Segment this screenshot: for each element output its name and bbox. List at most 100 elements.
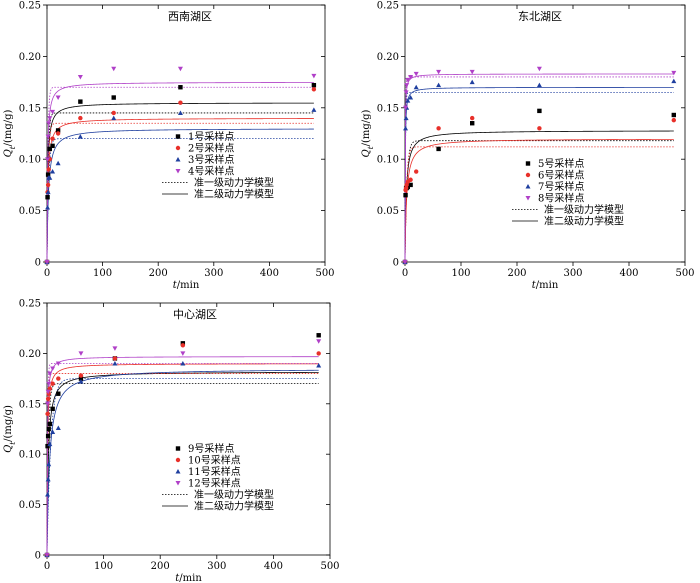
y-tick-label: 0.10	[19, 450, 41, 461]
data-point	[46, 381, 52, 387]
legend-marker	[175, 169, 181, 174]
chart-panel-2: 0 100 200 300 400 500 0 0.05 0.10 0.15 0.20 0.25 东北湖…	[361, 1, 695, 292]
legend-marker	[525, 196, 531, 201]
data-point	[56, 391, 61, 396]
data-point	[55, 425, 61, 430]
y-tick-label: 0.25	[377, 1, 399, 12]
data-point	[55, 131, 61, 136]
y-tick-label: 0	[35, 258, 41, 269]
data-point	[408, 74, 414, 80]
y-tick-label: 0.05	[19, 206, 41, 217]
x-tick-label: 200	[149, 268, 168, 279]
data-point	[311, 73, 317, 79]
series-3	[44, 360, 322, 557]
data-point	[436, 126, 441, 131]
data-point	[413, 71, 419, 77]
legend-marker	[175, 134, 181, 139]
data-point	[78, 373, 84, 378]
data-point	[536, 82, 542, 88]
data-point	[50, 381, 55, 386]
y-axis-title: Qt/(mg/g)	[3, 109, 17, 157]
legend-marker	[175, 145, 181, 151]
legend-marker	[175, 481, 181, 486]
x-tick-label: 500	[675, 268, 694, 279]
data-point	[112, 346, 118, 351]
legend-model-label: 准一级动力学模型	[194, 176, 274, 189]
data-point	[408, 182, 413, 188]
legend-label: 5号采样点	[538, 157, 584, 170]
x-tick-label: 300	[207, 561, 226, 572]
data-point	[45, 134, 51, 140]
plot-frame	[404, 4, 686, 263]
data-point	[436, 69, 442, 75]
pso-curve-series-4	[46, 356, 319, 556]
y-axis-title: Qt/(mg/g)	[361, 109, 375, 157]
y-tick-label: 0.15	[377, 103, 399, 114]
legend-model-label: 准二级动力学模型	[544, 215, 624, 228]
data-point	[112, 360, 118, 366]
data-point	[50, 406, 55, 412]
series-1	[44, 82, 317, 265]
data-point	[671, 70, 677, 76]
legend-label: 8号采样点	[538, 192, 584, 205]
series-4	[44, 339, 322, 558]
data-point	[47, 371, 53, 377]
data-point	[50, 366, 56, 372]
data-point	[111, 115, 117, 121]
plot-frame	[46, 4, 326, 263]
data-point	[671, 112, 676, 118]
data-point	[55, 128, 61, 133]
data-point	[436, 146, 441, 152]
pfo-curve-series-1	[46, 383, 319, 556]
chart-panel-1: 0 100 200 300 400 500 0 0.05 0.10 0.15 0.20 0.25 西南湖…	[3, 1, 335, 292]
pfo-curve-series-2	[46, 122, 314, 263]
x-tick-label: 300	[204, 268, 223, 279]
data-point	[45, 189, 51, 195]
x-tick-label: 100	[93, 268, 112, 279]
data-point	[180, 360, 186, 366]
series-4	[44, 66, 317, 265]
data-point	[78, 376, 84, 381]
data-point	[470, 115, 475, 121]
data-point	[403, 105, 409, 111]
data-point	[316, 339, 322, 344]
data-point	[311, 82, 317, 88]
legend-model-label: 准二级动力学模型	[194, 500, 274, 513]
data-point	[112, 356, 118, 361]
data-point	[78, 115, 83, 121]
data-point	[537, 126, 542, 131]
data-point	[56, 376, 61, 381]
x-tick-label: 200	[507, 268, 526, 279]
data-point	[403, 115, 409, 121]
data-point	[50, 429, 56, 435]
legend-marker	[175, 446, 181, 451]
data-point	[50, 169, 56, 174]
data-point	[77, 74, 83, 80]
y-tick-label: 0.25	[19, 299, 41, 310]
x-tick-label: 100	[451, 268, 470, 279]
data-point	[177, 66, 183, 72]
data-point	[316, 333, 321, 338]
pso-curve-series-2	[404, 138, 674, 263]
panel-title: 东北湖区	[518, 10, 562, 23]
data-point	[402, 260, 408, 265]
data-point	[45, 172, 51, 177]
data-point	[45, 401, 51, 407]
data-point	[78, 379, 84, 384]
legend-label: 11号采样点	[188, 465, 241, 478]
pfo-curve-series-3	[404, 91, 674, 263]
panel-title: 中心湖区	[173, 308, 217, 321]
legend-marker	[525, 184, 531, 189]
data-point	[45, 396, 51, 401]
pso-curve-series-1	[46, 371, 319, 556]
legend-label: 1号采样点	[188, 130, 234, 143]
data-point	[45, 411, 50, 417]
data-point	[469, 69, 475, 75]
data-point	[414, 169, 419, 174]
data-point	[45, 157, 51, 162]
data-point	[180, 351, 186, 356]
x-tick-label: 400	[264, 561, 283, 572]
data-point	[46, 167, 51, 172]
data-point	[50, 143, 55, 149]
